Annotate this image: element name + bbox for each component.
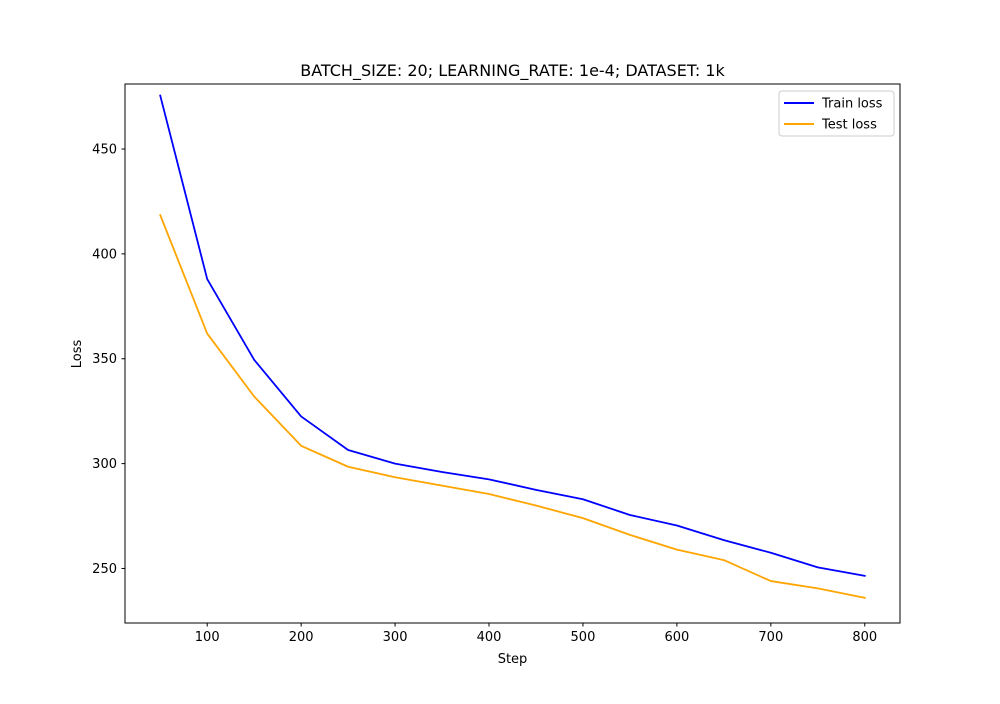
y-axis-label: Loss	[70, 340, 85, 369]
x-axis: 100 200 300 400 500 600 700 800	[195, 623, 877, 645]
y-tick-label: 400	[92, 247, 117, 262]
legend: Train loss Test loss	[778, 90, 895, 137]
series-lines	[159, 94, 866, 599]
x-tick-label: 400	[477, 630, 502, 645]
series-line-train-loss	[159, 94, 866, 577]
legend-label-test-loss: Test loss	[821, 118, 877, 133]
y-tick-label: 300	[92, 457, 117, 472]
plot-frame	[124, 83, 901, 624]
x-tick-label: 800	[852, 630, 877, 645]
x-tick-label: 300	[383, 630, 408, 645]
plot-area: 100 200 300 400 500 600 700 800 250 300 350 400 450	[92, 83, 901, 645]
x-axis-label: Step	[498, 652, 528, 667]
legend-label-train-loss: Train loss	[821, 97, 883, 112]
x-tick-label: 500	[571, 630, 596, 645]
y-tick-label: 250	[92, 562, 117, 577]
y-tick-label: 350	[92, 352, 117, 367]
x-tick-label: 100	[195, 630, 220, 645]
y-axis: 250 300 350 400 450	[92, 143, 125, 577]
series-line-test-loss	[159, 213, 866, 599]
y-tick-label: 450	[92, 143, 117, 158]
chart-title: BATCH_SIZE: 20; LEARNING_RATE: 1e-4; DAT…	[300, 61, 725, 81]
x-tick-label: 600	[664, 630, 689, 645]
x-tick-label: 700	[758, 630, 783, 645]
x-tick-label: 200	[289, 630, 314, 645]
